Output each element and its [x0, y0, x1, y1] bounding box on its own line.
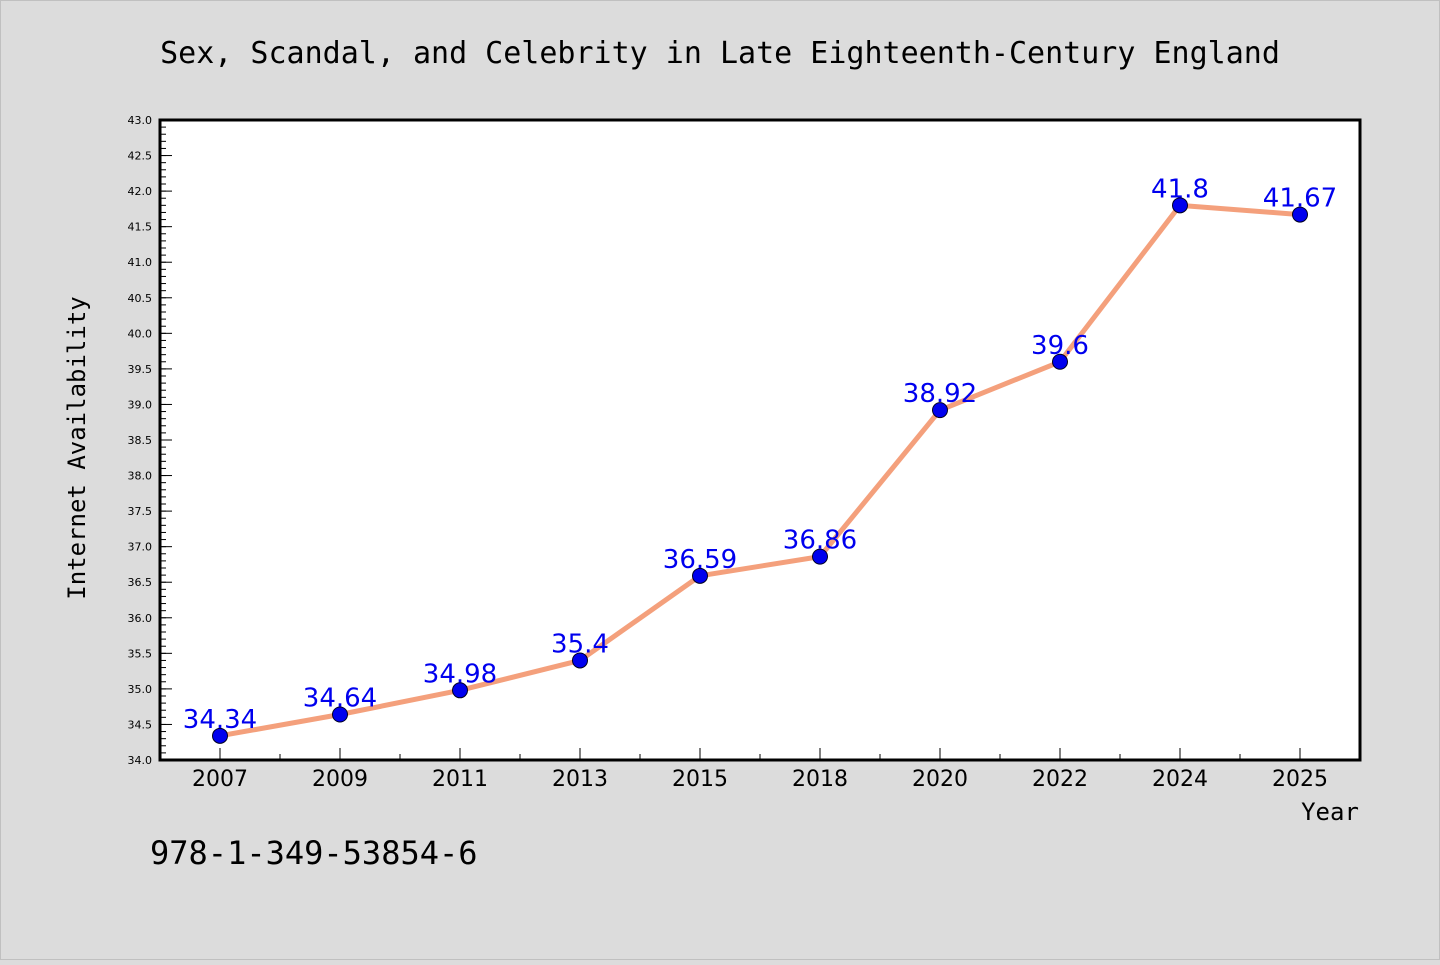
data-point — [1172, 197, 1188, 214]
y-tick-label: 40.5 — [128, 292, 153, 305]
plot-area — [160, 120, 1360, 760]
y-tick-label: 42.5 — [128, 150, 153, 163]
x-tick-label: 2007 — [192, 767, 248, 792]
data-label: 35.4 — [551, 629, 609, 659]
footnote-isbn: 978-1-349-53854-6 — [150, 834, 478, 872]
y-tick-label: 43.0 — [128, 114, 153, 127]
data-point — [572, 652, 588, 669]
data-label: 36.86 — [783, 526, 857, 556]
x-tick-label: 2024 — [1152, 767, 1208, 792]
y-tick-label: 36.0 — [128, 612, 153, 625]
data-point — [332, 706, 348, 723]
y-tick-label: 36.5 — [128, 576, 153, 589]
y-tick-label: 39.0 — [128, 398, 153, 411]
data-label: 41.67 — [1263, 184, 1337, 214]
data-label: 34.98 — [423, 659, 497, 689]
data-label: 34.34 — [183, 705, 257, 735]
y-tick-label: 34.5 — [128, 718, 153, 731]
x-tick-label: 2009 — [312, 767, 368, 792]
data-point — [212, 727, 228, 744]
x-tick-label: 2025 — [1272, 767, 1328, 792]
y-tick-label: 40.0 — [128, 327, 153, 340]
data-labels: 34.34 34.64 34.98 35.4 36.59 36.86 38.92 39.6 41… — [183, 174, 1337, 734]
data-point — [932, 402, 948, 419]
y-axis: 34.0 34.5 35.0 35.5 36.0 36.5 37.0 37.5 38.0 38.5… — [128, 114, 172, 767]
data-label: 41.8 — [1151, 174, 1209, 204]
data-label: 34.64 — [303, 683, 377, 713]
x-tick-label: 2020 — [912, 767, 968, 792]
x-tick-label: 2011 — [432, 767, 488, 792]
data-point — [812, 548, 828, 565]
x-tick-label: 2022 — [1032, 767, 1088, 792]
data-label: 38.92 — [903, 379, 977, 409]
x-tick-label: 2015 — [672, 767, 728, 792]
y-tick-label: 41.5 — [128, 221, 153, 234]
data-point — [1292, 206, 1308, 223]
data-point — [1052, 353, 1068, 370]
y-tick-label: 42.0 — [128, 185, 153, 198]
y-axis-label: Internet Availability — [63, 296, 91, 599]
y-tick-label: 37.5 — [128, 505, 153, 518]
y-tick-label: 38.0 — [128, 470, 153, 483]
y-tick-label: 35.0 — [128, 683, 153, 696]
y-tick-label: 37.0 — [128, 541, 153, 554]
data-label: 36.59 — [663, 545, 737, 575]
y-tick-label: 34.0 — [128, 754, 153, 767]
series-line — [219, 202, 1301, 739]
chart-title: Sex, Scandal, and Celebrity in Late Eigh… — [160, 36, 1280, 71]
y-tick-label: 41.0 — [128, 256, 153, 269]
data-label: 39.6 — [1031, 331, 1089, 361]
x-axis: 2007 2009 2011 2013 2015 2018 2020 2022 2024 2025 — [159, 748, 1361, 792]
y-tick-label: 39.5 — [128, 363, 153, 376]
series-group — [212, 197, 1308, 744]
y-tick-label: 38.5 — [128, 434, 153, 447]
x-tick-label: 2013 — [552, 767, 608, 792]
x-axis-label: Year — [1301, 798, 1359, 826]
data-point — [692, 567, 708, 584]
y-tick-label: 35.5 — [128, 647, 153, 660]
data-point — [452, 682, 468, 699]
x-tick-label: 2018 — [792, 767, 848, 792]
plot-frame — [158, 118, 1362, 762]
